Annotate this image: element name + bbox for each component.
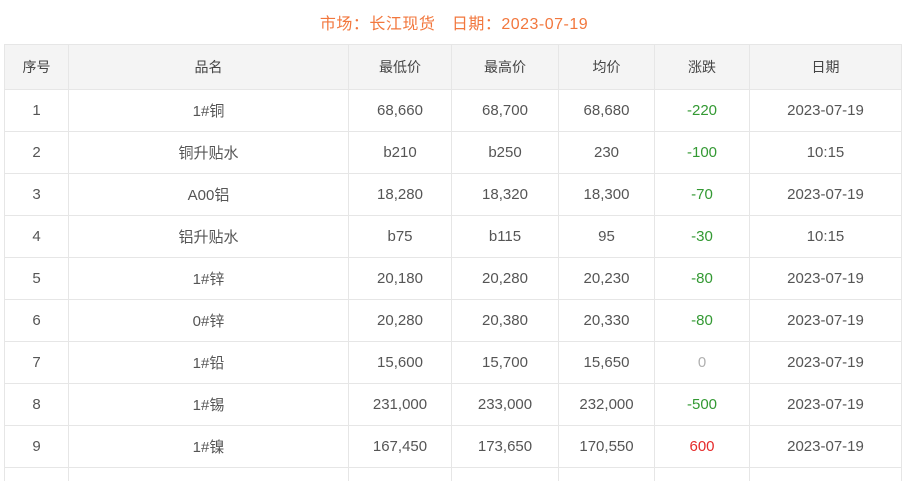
cell-avg-price (558, 467, 655, 481)
cell-date: 2023-07-19 (749, 341, 902, 384)
cell-low-price: 20,180 (348, 257, 452, 300)
cell-change: 0 (654, 341, 750, 384)
col-header-high-price: 最高价 (451, 44, 559, 90)
cell-change: -80 (654, 299, 750, 342)
cell-date: 2023-07-19 (749, 173, 902, 216)
cell-avg-price: 18,300 (558, 173, 655, 216)
cell-index: 9 (4, 425, 69, 468)
cell-avg-price: 232,000 (558, 383, 655, 426)
cell-product-name: 0#锌 (68, 299, 349, 342)
cell-product-name: 1#镍 (68, 425, 349, 468)
cell-change (654, 467, 750, 481)
table-row: 7 1#铅 15,600 15,700 15,650 0 2023-07-19 (4, 341, 902, 384)
cell-index: 8 (4, 383, 69, 426)
cell-high-price: 18,320 (451, 173, 559, 216)
col-header-index: 序号 (4, 44, 69, 90)
cell-product-name: 铝升贴水 (68, 215, 349, 258)
cell-avg-price: 230 (558, 131, 655, 174)
cell-date: 2023-07-19 (749, 383, 902, 426)
cell-low-price: 18,280 (348, 173, 452, 216)
cell-high-price: b250 (451, 131, 559, 174)
cell-low-price: 167,450 (348, 425, 452, 468)
cell-change: -70 (654, 173, 750, 216)
cell-index (4, 467, 69, 481)
cell-index: 3 (4, 173, 69, 216)
table-row: 8 1#锡 231,000 233,000 232,000 -500 2023-… (4, 383, 902, 426)
cell-date: 2023-07-19 (749, 257, 902, 300)
cell-low-price: b210 (348, 131, 452, 174)
page-title: 市场：长江现货 日期：2023-07-19 (319, 16, 589, 33)
cell-change: -80 (654, 257, 750, 300)
header-row: 序号 品名 最低价 最高价 均价 涨跌 日期 (4, 44, 902, 90)
cell-avg-price: 20,230 (558, 257, 655, 300)
table-row: 9 1#镍 167,450 173,650 170,550 600 2023-0… (4, 425, 902, 468)
table-row: 4 铝升贴水 b75 b115 95 -30 10:15 (4, 215, 902, 258)
cell-product-name: A00铝 (68, 173, 349, 216)
col-header-change: 涨跌 (654, 44, 750, 90)
col-header-low-price: 最低价 (348, 44, 452, 90)
cell-product-name: 1#锌 (68, 257, 349, 300)
cell-product-name: 铜升贴水 (68, 131, 349, 174)
cell-high-price: 20,380 (451, 299, 559, 342)
table-header: 序号 品名 最低价 最高价 均价 涨跌 日期 (4, 44, 902, 90)
cell-avg-price: 170,550 (558, 425, 655, 468)
cell-change: -500 (654, 383, 750, 426)
cell-index: 5 (4, 257, 69, 300)
cell-low-price (348, 467, 452, 481)
cell-high-price: 15,700 (451, 341, 559, 384)
cell-avg-price: 68,680 (558, 89, 655, 132)
table-row: 2 铜升贴水 b210 b250 230 -100 10:15 (4, 131, 902, 174)
col-header-avg-price: 均价 (558, 44, 655, 90)
cell-change: 600 (654, 425, 750, 468)
table-row: 1 1#铜 68,660 68,700 68,680 -220 2023-07-… (4, 89, 902, 132)
cell-low-price: 68,660 (348, 89, 452, 132)
cell-high-price (451, 467, 559, 481)
cell-product-name (68, 467, 349, 481)
cell-index: 2 (4, 131, 69, 174)
cell-low-price: 231,000 (348, 383, 452, 426)
cell-date: 2023-07-19 (749, 425, 902, 468)
table-row: 5 1#锌 20,180 20,280 20,230 -80 2023-07-1… (4, 257, 902, 300)
cell-low-price: b75 (348, 215, 452, 258)
cell-date: 10:15 (749, 131, 902, 174)
cell-index: 7 (4, 341, 69, 384)
cell-date: 2023-07-19 (749, 89, 902, 132)
cell-date: 10:15 (749, 215, 902, 258)
price-table: 序号 品名 最低价 最高价 均价 涨跌 日期 1 1#铜 68,660 68,7… (4, 44, 902, 481)
table-row: 6 0#锌 20,280 20,380 20,330 -80 2023-07-1… (4, 299, 902, 342)
cell-avg-price: 95 (558, 215, 655, 258)
cell-low-price: 15,600 (348, 341, 452, 384)
cell-product-name: 1#锡 (68, 383, 349, 426)
cell-product-name: 1#铅 (68, 341, 349, 384)
cell-high-price: 173,650 (451, 425, 559, 468)
col-header-product: 品名 (68, 44, 349, 90)
cell-change: -30 (654, 215, 750, 258)
col-header-date: 日期 (749, 44, 902, 90)
cell-avg-price: 20,330 (558, 299, 655, 342)
cell-date (749, 467, 902, 481)
cell-index: 1 (4, 89, 69, 132)
cell-high-price: 68,700 (451, 89, 559, 132)
price-table-body: 1 1#铜 68,660 68,700 68,680 -220 2023-07-… (4, 89, 902, 481)
cell-change: -100 (654, 131, 750, 174)
cell-low-price: 20,280 (348, 299, 452, 342)
cell-avg-price: 15,650 (558, 341, 655, 384)
cell-change: -220 (654, 89, 750, 132)
table-row (4, 467, 902, 481)
cell-date: 2023-07-19 (749, 299, 902, 342)
cell-product-name: 1#铜 (68, 89, 349, 132)
cell-index: 4 (4, 215, 69, 258)
cell-high-price: 233,000 (451, 383, 559, 426)
cell-high-price: b115 (451, 215, 559, 258)
cell-index: 6 (4, 299, 69, 342)
table-row: 3 A00铝 18,280 18,320 18,300 -70 2023-07-… (4, 173, 902, 216)
cell-high-price: 20,280 (451, 257, 559, 300)
